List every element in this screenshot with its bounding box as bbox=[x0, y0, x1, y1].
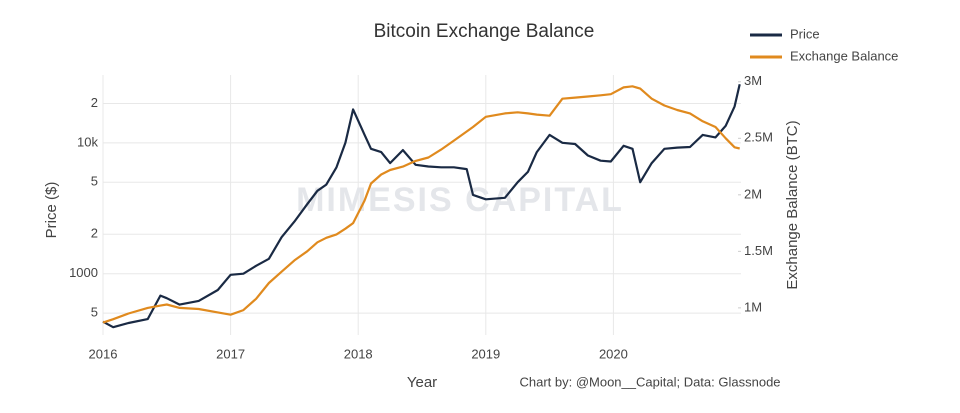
y-axis-label: Price ($) bbox=[43, 182, 60, 239]
x-tick-label: 2016 bbox=[89, 346, 118, 361]
legend-label: Exchange Balance bbox=[790, 48, 898, 63]
grid bbox=[102, 75, 741, 335]
y-tick-label: 5 bbox=[91, 174, 98, 189]
y-tick-label: 1000 bbox=[69, 265, 98, 280]
x-tick-label: 2018 bbox=[344, 346, 373, 361]
chart-title: Bitcoin Exchange Balance bbox=[374, 21, 595, 42]
y2-tick-label: 2.5M bbox=[744, 130, 773, 145]
y-tick-label: 2 bbox=[91, 226, 98, 241]
x-tick-label: 2017 bbox=[216, 346, 245, 361]
x-tick-label: 2019 bbox=[471, 346, 500, 361]
y-tick-label: 10k bbox=[77, 134, 98, 149]
x-axis-label: Year bbox=[407, 374, 437, 391]
y-tick-label: 2 bbox=[91, 95, 98, 110]
y2-tick-label: 2M bbox=[744, 186, 762, 201]
legend-label: Price bbox=[790, 26, 820, 41]
y2-tick-label: 3M bbox=[744, 73, 762, 88]
y-tick-label: 5 bbox=[91, 305, 98, 320]
source-note: Chart by: @Moon__Capital; Data: Glassnod… bbox=[519, 374, 780, 389]
x-tick-label: 2020 bbox=[599, 346, 628, 361]
y2-tick-label: 1M bbox=[744, 299, 762, 314]
y2-axis-label: Exchange Balance (BTC) bbox=[784, 120, 801, 289]
series-line bbox=[102, 84, 741, 329]
series-line bbox=[102, 85, 740, 324]
watermark: MIMESIS CAPITAL bbox=[296, 181, 624, 219]
y2-tick-label: 1.5M bbox=[744, 243, 773, 258]
